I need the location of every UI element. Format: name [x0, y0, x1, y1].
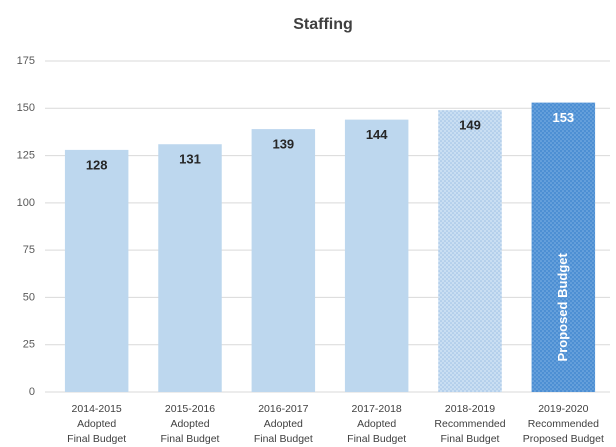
chart-title: Staffing: [293, 16, 353, 33]
x-tick-label: Final Budget: [254, 433, 313, 445]
bar: [251, 129, 316, 392]
value-label: 139: [272, 137, 294, 152]
y-tick-label: 75: [23, 244, 35, 256]
x-tick-label: Adopted: [170, 418, 209, 430]
value-label: 153: [552, 110, 574, 125]
y-tick-label: 175: [17, 55, 35, 67]
x-tick-label: 2015-2016: [165, 403, 215, 415]
x-tick-label: Adopted: [77, 418, 116, 430]
y-tick-label: 125: [17, 149, 35, 161]
y-tick-label: 150: [17, 102, 35, 114]
bar: [438, 110, 502, 393]
bar: [158, 144, 222, 392]
x-tick-label: Final Budget: [441, 433, 500, 445]
bar: [344, 119, 409, 393]
y-tick-label: 0: [29, 386, 35, 398]
y-tick-label: 100: [17, 197, 35, 209]
x-tick-label: 2017-2018: [352, 403, 402, 415]
x-tick-label: Recommended: [528, 418, 599, 430]
x-tick-label: Final Budget: [161, 433, 220, 445]
x-tick-label: 2019-2020: [538, 403, 588, 415]
x-tick-label: Proposed Budget: [523, 433, 604, 445]
y-tick-label: 25: [23, 339, 35, 351]
x-tick-label: Adopted: [264, 418, 303, 430]
x-tick-label: Adopted: [357, 418, 396, 430]
value-label: 144: [366, 127, 388, 142]
x-tick-label: 2014-2015: [72, 403, 122, 415]
x-tick-label: Recommended: [434, 418, 505, 430]
value-label: 149: [459, 118, 481, 133]
x-tick-label: Final Budget: [347, 433, 406, 445]
x-tick-label: 2018-2019: [445, 403, 495, 415]
x-tick-label: 2016-2017: [258, 403, 308, 415]
bar-annotation: Proposed Budget: [555, 252, 570, 361]
x-tick-label: Final Budget: [67, 433, 126, 445]
bar: [64, 149, 129, 392]
value-label: 128: [86, 157, 108, 172]
y-tick-label: 50: [23, 291, 35, 303]
value-label: 131: [179, 152, 201, 167]
